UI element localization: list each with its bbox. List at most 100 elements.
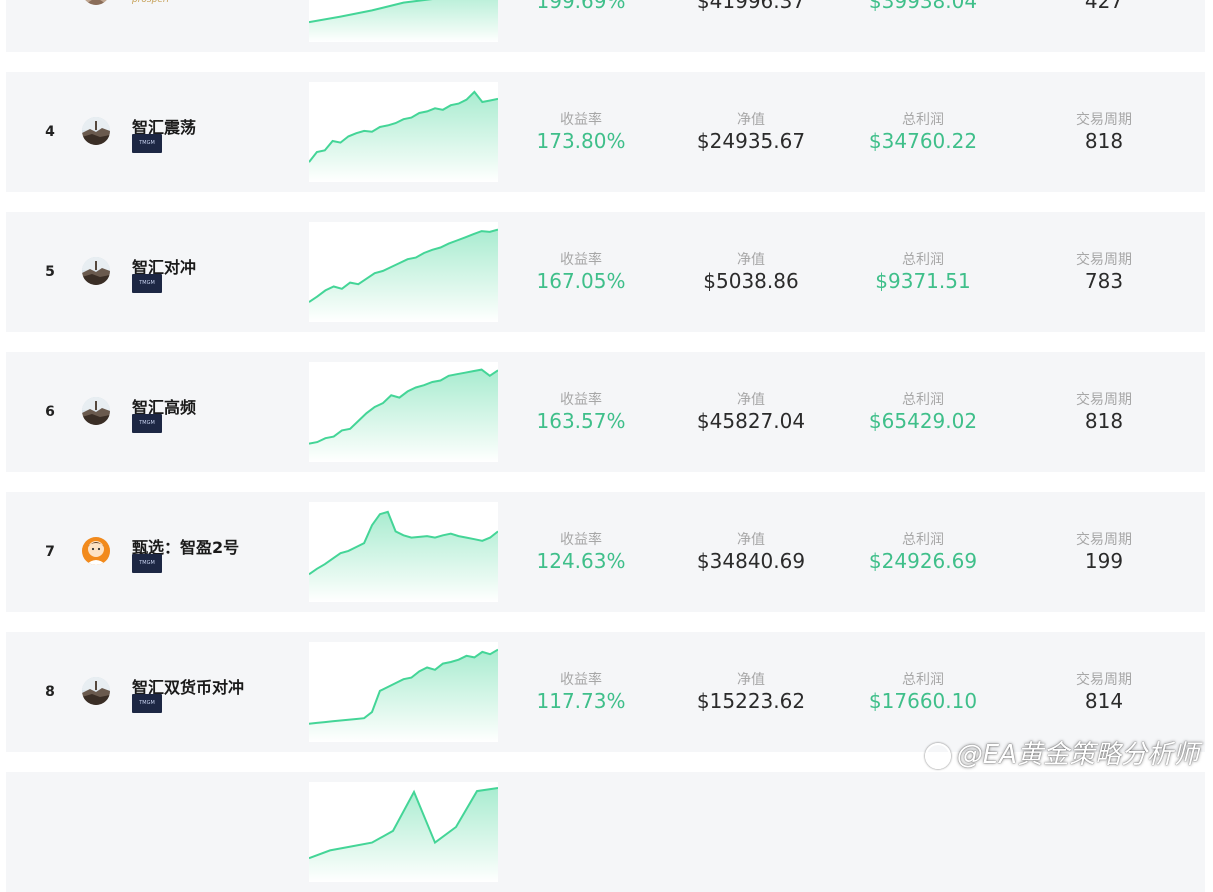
broker-badge: TMGM bbox=[132, 134, 162, 153]
equity-sparkline bbox=[309, 782, 498, 882]
equity-sparkline bbox=[309, 642, 498, 742]
return-rate-value: 173.80% bbox=[536, 129, 626, 153]
cartoon-avatar bbox=[82, 537, 110, 565]
equity-curve-line bbox=[309, 510, 498, 576]
equity-sparkline bbox=[309, 362, 498, 462]
return-rate-label: 收益率 bbox=[560, 392, 602, 408]
broker-badge: TMGM bbox=[132, 274, 162, 293]
broker-badge-text: TMGM bbox=[139, 140, 155, 146]
equity-sparkline bbox=[309, 82, 498, 182]
return-rate-value: 163.57% bbox=[536, 409, 626, 433]
net-value-value: $15223.62 bbox=[696, 689, 806, 713]
trading-period-stat: 交易周期 818 bbox=[1034, 112, 1174, 154]
trading-period-value: 427 bbox=[1084, 0, 1124, 13]
net-value-stat: 净值$41996.37 bbox=[681, 0, 821, 14]
rank-number bbox=[40, 0, 60, 52]
watermark-text: @EA黄金策略分析师 bbox=[956, 740, 1199, 770]
total-profit-value: $65429.02 bbox=[868, 409, 978, 433]
strategy-name[interactable]: 甄选：智盈2号 bbox=[132, 538, 240, 557]
total-profit-label: 总利润 bbox=[902, 532, 944, 548]
total-profit-stat: 总利润 $24926.69 bbox=[853, 532, 993, 574]
strategy-name[interactable]: 智汇高频 bbox=[132, 398, 197, 417]
rank-number bbox=[40, 772, 60, 892]
landscape-avatar bbox=[82, 117, 110, 145]
trading-period-value: 818 bbox=[1084, 409, 1124, 433]
equity-sparkline bbox=[309, 222, 498, 322]
trading-period-label: 交易周期 bbox=[1076, 532, 1132, 548]
return-rate-value: 117.73% bbox=[536, 689, 626, 713]
net-value-stat: 净值 $15223.62 bbox=[681, 672, 821, 714]
total-profit-value: $39938.04 bbox=[868, 0, 978, 13]
trading-period-value: 814 bbox=[1084, 689, 1124, 713]
trading-period-stat: 交易周期 814 bbox=[1034, 672, 1174, 714]
return-rate-stat: 收益率 173.80% bbox=[511, 112, 651, 154]
rank-number: 6 bbox=[45, 404, 55, 420]
strategy-ranking-list: prosperi收益率199.69%净值$41996.37总利润$39938.0… bbox=[6, 0, 1205, 882]
strategy-name[interactable]: 智汇对冲 bbox=[132, 258, 197, 277]
weibo-logo-icon bbox=[924, 742, 951, 769]
equity-curve-line bbox=[309, 648, 498, 725]
net-value-label: 净值 bbox=[737, 532, 765, 548]
trading-period-value: 818 bbox=[1084, 129, 1124, 153]
equity-curve-line bbox=[309, 90, 498, 163]
strategy-row[interactable]: 8 智汇双货币对冲 TMGM 收益率 117.73% 净值 $15223.62 总利润 $176… bbox=[6, 632, 1205, 752]
equity-curve-area bbox=[309, 91, 498, 182]
landscape-avatar bbox=[82, 677, 110, 705]
return-rate-value: 167.05% bbox=[536, 269, 626, 293]
net-value-label: 净值 bbox=[737, 672, 765, 688]
net-value-value: $5038.86 bbox=[703, 269, 799, 293]
net-value-value: $24935.67 bbox=[696, 129, 806, 153]
return-rate-label: 收益率 bbox=[560, 252, 602, 268]
return-rate-stat: 收益率 124.63% bbox=[511, 532, 651, 574]
strategy-name[interactable]: 智汇双货币对冲 bbox=[132, 678, 245, 697]
rank-number: 8 bbox=[45, 684, 55, 700]
total-profit-label: 总利润 bbox=[902, 392, 944, 408]
total-profit-value: $24926.69 bbox=[868, 549, 978, 573]
strategy-row[interactable]: 6 智汇高频 TMGM 收益率 163.57% 净值 $45827.04 总利润 $65429.… bbox=[6, 352, 1205, 472]
strategy-row[interactable]: 4 智汇震荡 TMGM 收益率 173.80% 净值 $24935.67 总利润 $34760.… bbox=[6, 72, 1205, 192]
net-value-stat: 净值 $5038.86 bbox=[681, 252, 821, 294]
total-profit-label: 总利润 bbox=[902, 112, 944, 128]
return-rate-label: 收益率 bbox=[560, 532, 602, 548]
total-profit-stat: 总利润 $65429.02 bbox=[853, 392, 993, 434]
rank-number: 5 bbox=[45, 264, 55, 280]
return-rate-stat: 收益率 167.05% bbox=[511, 252, 651, 294]
landscape-avatar bbox=[82, 397, 110, 425]
equity-curve-area bbox=[309, 0, 498, 42]
strategy-row[interactable]: prosperi 收益率199.69% 净值$41996.37 总利润$39938.0… bbox=[6, 0, 1205, 52]
broker-badge-text: prosperi bbox=[132, 0, 170, 5]
total-profit-value: $17660.10 bbox=[868, 689, 978, 713]
return-rate-value: 124.63% bbox=[536, 549, 626, 573]
net-value-value: $45827.04 bbox=[696, 409, 806, 433]
trading-period-label: 交易周期 bbox=[1076, 252, 1132, 268]
broker-badge-text: TMGM bbox=[139, 560, 155, 566]
total-profit-stat: 总利润$39938.04 bbox=[853, 0, 993, 14]
equity-curve-area bbox=[309, 511, 498, 602]
broker-badge-text: TMGM bbox=[139, 420, 155, 426]
net-value-label: 净值 bbox=[737, 112, 765, 128]
equity-curve-line bbox=[309, 0, 433, 24]
net-value-label: 净值 bbox=[737, 252, 765, 268]
strategy-row[interactable]: 5 智汇对冲 TMGM 收益率 167.05% 净值 $5038.86 总利润 $9371.51… bbox=[6, 212, 1205, 332]
return-rate-label: 收益率 bbox=[560, 112, 602, 128]
net-value-value: $41996.37 bbox=[696, 0, 806, 13]
trading-period-label: 交易周期 bbox=[1076, 672, 1132, 688]
landscape-avatar bbox=[82, 257, 110, 285]
watermark: @EA黄金策略分析师 bbox=[924, 734, 1199, 771]
trading-period-stat: 交易周期 783 bbox=[1034, 252, 1174, 294]
strategy-row[interactable] bbox=[6, 772, 1205, 892]
strategy-name[interactable]: 智汇震荡 bbox=[132, 118, 197, 137]
equity-curve-area bbox=[309, 229, 498, 322]
strategy-row[interactable]: 7 甄选：智盈2号 TMGM 收益率 124.63% 净值 $34840.69 总利润 $249… bbox=[6, 492, 1205, 612]
total-profit-stat: 总利润 $17660.10 bbox=[853, 672, 993, 714]
person-avatar bbox=[82, 0, 110, 5]
net-value-stat: 净值 $24935.67 bbox=[681, 112, 821, 154]
total-profit-value: $9371.51 bbox=[875, 269, 971, 293]
total-profit-value: $34760.22 bbox=[868, 129, 978, 153]
return-rate-label: 收益率 bbox=[560, 672, 602, 688]
total-profit-stat: 总利润 $9371.51 bbox=[853, 252, 993, 294]
return-rate-stat: 收益率199.69% bbox=[511, 0, 651, 14]
trading-period-stat: 交易周期 818 bbox=[1034, 392, 1174, 434]
broker-badge: TMGM bbox=[132, 414, 162, 433]
total-profit-label: 总利润 bbox=[902, 252, 944, 268]
